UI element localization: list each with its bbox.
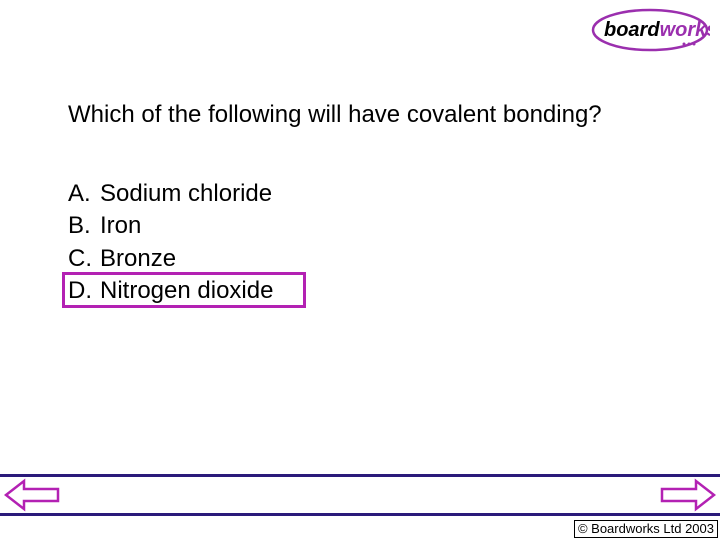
arrow-left-icon [4,478,60,512]
next-arrow-button[interactable] [660,478,716,512]
options-list: A. Sodium chloride B. Iron C. Bronze D. … [68,178,660,308]
nav-divider-bottom [0,513,720,516]
copyright-text: © Boardworks Ltd 2003 [574,520,718,538]
answer-highlight-box [62,272,306,308]
nav-divider-top [0,474,720,477]
option-letter: B. [68,210,100,242]
logo-text-works: works [660,19,710,41]
option-text: Sodium chloride [100,178,272,210]
slide-content: Which of the following will have covalen… [68,100,660,308]
boardworks-logo: boardworks [590,6,710,54]
option-text: Bronze [100,243,176,275]
question-text: Which of the following will have covalen… [68,100,660,130]
logo-text-board: board [604,19,660,41]
arrow-right-icon [660,478,716,512]
option-text: Iron [100,210,141,242]
option-letter: C. [68,243,100,275]
option-c: C. Bronze [68,243,660,275]
nav-bar [0,474,720,516]
prev-arrow-button[interactable] [4,478,60,512]
option-b: B. Iron [68,210,660,242]
svg-text:boardworks: boardworks [604,19,710,41]
option-letter: A. [68,178,100,210]
option-a: A. Sodium chloride [68,178,660,210]
